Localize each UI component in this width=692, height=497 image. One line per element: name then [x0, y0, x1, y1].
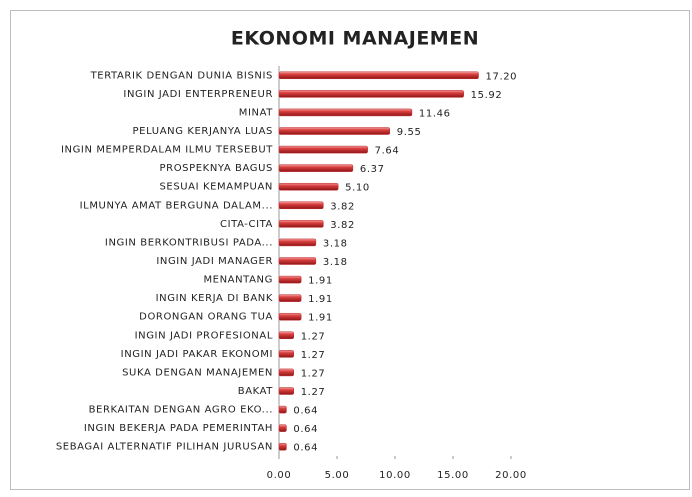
category-label: INGIN KERJA DI BANK	[156, 293, 273, 304]
chart-title: EKONOMI MANAJEMEN	[231, 28, 479, 50]
value-label: 0.64	[293, 443, 318, 454]
category-label: DORONGAN ORANG TUA	[139, 312, 273, 323]
value-label: 1.27	[301, 331, 326, 342]
value-label: 11.46	[419, 108, 451, 119]
bar	[278, 201, 324, 210]
value-label: 1.27	[301, 387, 326, 398]
category-label: INGIN JADI ENTERPRENEUR	[123, 89, 273, 100]
value-label: 1.91	[308, 294, 333, 305]
bar	[278, 442, 287, 451]
bar	[278, 405, 287, 414]
bar	[278, 108, 413, 117]
category-label: BAKAT	[238, 386, 274, 397]
bar	[278, 275, 302, 284]
category-label: INGIN JADI PROFESIONAL	[135, 330, 273, 341]
bar	[278, 331, 294, 340]
category-label: INGIN BERKONTRIBUSI PADA...	[105, 237, 273, 248]
bar	[278, 424, 287, 432]
bar	[278, 368, 294, 377]
value-label: 1.27	[301, 368, 326, 379]
category-label: INGIN MEMPERDALAM ILMU TERSEBUT	[61, 145, 273, 156]
bar	[278, 257, 317, 265]
bar	[278, 90, 464, 98]
x-tick-label: 5.00	[325, 470, 350, 481]
bar	[278, 294, 302, 302]
bar	[278, 71, 479, 80]
bar	[278, 238, 317, 247]
bar	[278, 127, 391, 135]
value-label: 5.10	[345, 183, 370, 194]
value-label: 1.91	[308, 276, 333, 287]
category-label: INGIN BEKERJA PADA PEMERINTAH	[84, 423, 273, 434]
category-label: MINAT	[239, 107, 274, 118]
value-label: 17.20	[486, 71, 518, 82]
bar	[278, 312, 302, 321]
bar	[278, 164, 354, 172]
value-label: 15.92	[471, 90, 503, 101]
x-tick-label: 20.00	[495, 470, 527, 481]
category-label: SEBAGAI ALTERNATIF PILIHAN JURUSAN	[56, 442, 273, 453]
chart-frame	[10, 10, 690, 490]
value-label: 1.91	[308, 313, 333, 324]
value-label: 7.64	[375, 146, 400, 157]
category-label: CITA-CITA	[220, 219, 273, 230]
value-label: 3.18	[323, 238, 348, 249]
category-label: PROSPEKNYA BAGUS	[160, 163, 273, 174]
category-label: MENANTANG	[203, 275, 273, 286]
value-label: 1.27	[301, 350, 326, 361]
bar	[278, 145, 368, 154]
value-label: 6.37	[360, 164, 385, 175]
bar	[278, 387, 294, 395]
x-tick-label: 15.00	[437, 470, 469, 481]
value-label: 3.82	[330, 220, 355, 231]
category-label: TERTARIK DENGAN DUNIA BISNIS	[90, 70, 273, 81]
category-label: SESUAI KEMAMPUAN	[159, 182, 273, 193]
bar	[278, 220, 324, 228]
value-label: 3.18	[323, 257, 348, 268]
category-label: INGIN JADI PAKAR EKONOMI	[121, 349, 273, 360]
bar	[278, 350, 294, 358]
value-label: 9.55	[397, 127, 422, 138]
category-label: ILMUNYA AMAT BERGUNA DALAM...	[80, 200, 273, 211]
x-tick-label: 10.00	[379, 470, 411, 481]
category-label: INGIN JADI MANAGER	[156, 256, 273, 267]
value-label: 0.64	[293, 424, 318, 435]
value-label: 3.82	[330, 201, 355, 212]
bar	[278, 182, 339, 191]
category-label: SUKA DENGAN MANAJEMEN	[122, 367, 273, 378]
x-tick-label: 0.00	[267, 470, 292, 481]
category-label: PELUANG KERJANYA LUAS	[133, 126, 273, 137]
category-label: BERKAITAN DENGAN AGRO EKO...	[89, 405, 273, 416]
value-label: 0.64	[293, 406, 318, 417]
